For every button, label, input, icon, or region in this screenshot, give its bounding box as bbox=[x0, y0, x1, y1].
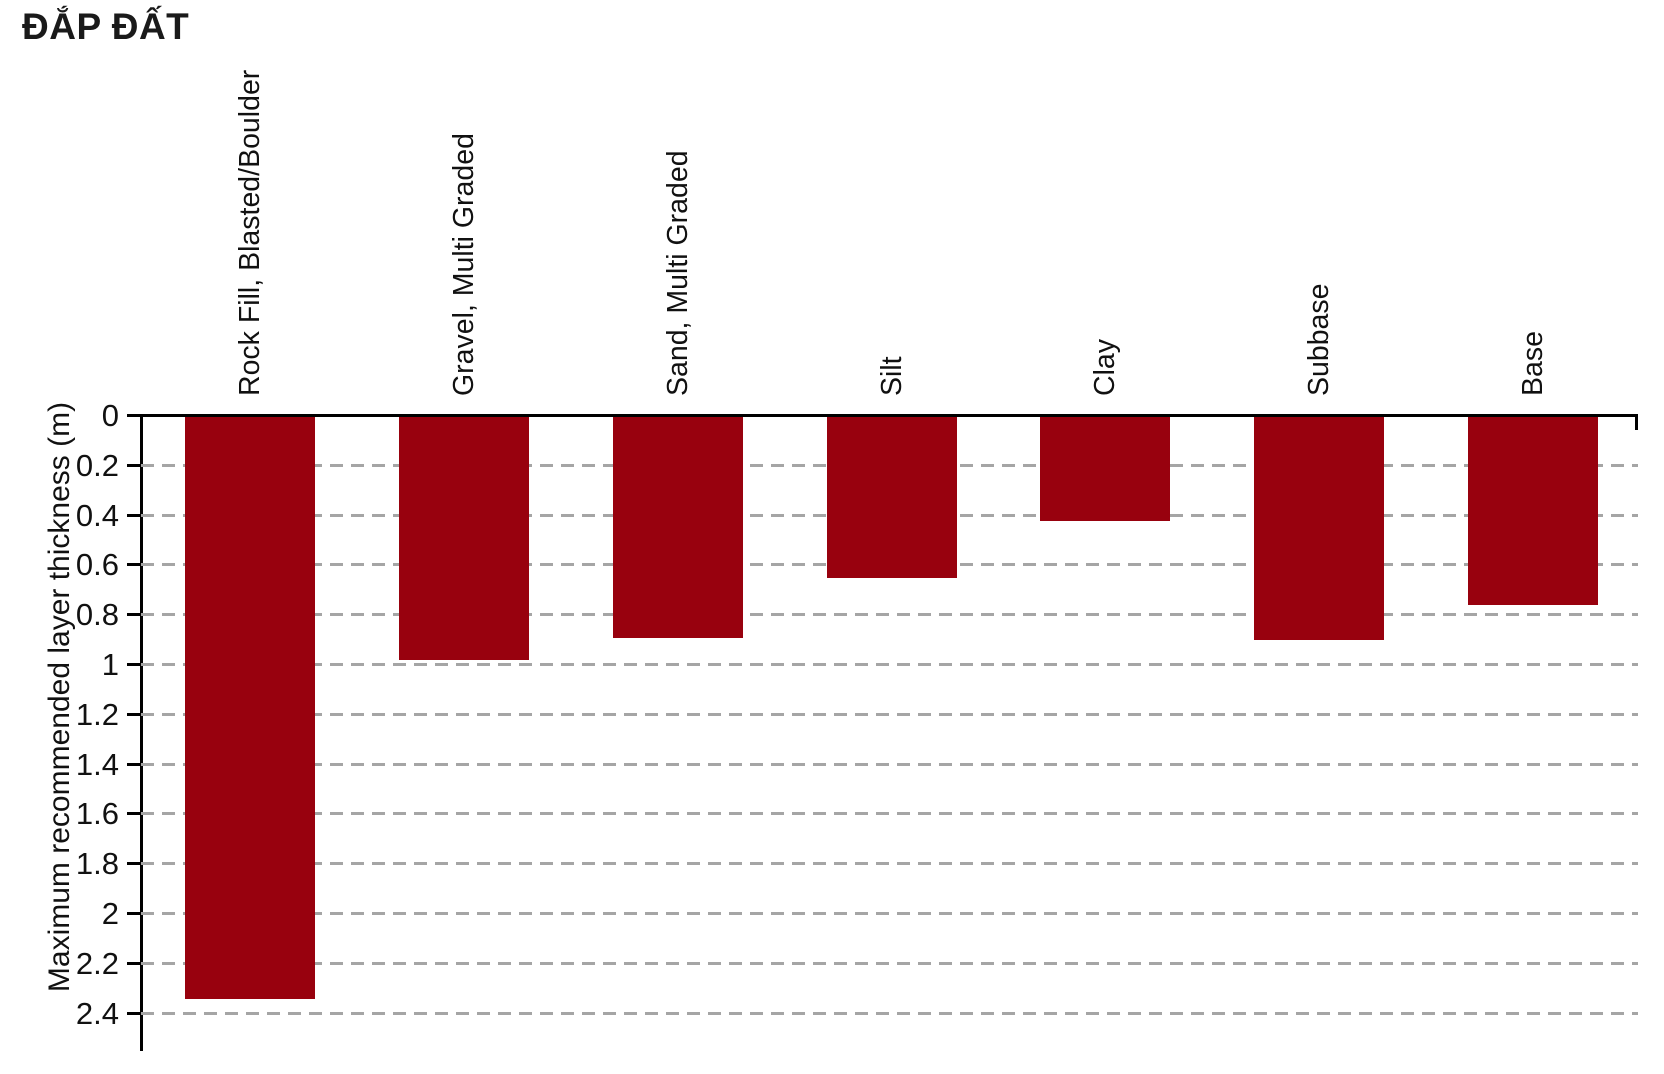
y-tick-label: 1.6 bbox=[75, 796, 119, 831]
y-axis-tick bbox=[127, 563, 141, 566]
y-tick-label: 0.4 bbox=[75, 498, 119, 533]
category-label: Silt bbox=[876, 356, 908, 396]
y-tick-label: 0 bbox=[101, 398, 119, 433]
gridline bbox=[141, 812, 1638, 815]
y-axis-tick bbox=[127, 663, 141, 666]
y-axis-tick bbox=[127, 613, 141, 616]
bar-gravel-multi-graded bbox=[399, 416, 529, 660]
y-axis-tick bbox=[127, 1012, 141, 1015]
bar-clay bbox=[1040, 416, 1170, 521]
category-label: Sand, Multi Graded bbox=[662, 150, 694, 396]
y-axis-tick bbox=[127, 414, 141, 417]
bar-rock-fill-blasted-boulder bbox=[185, 416, 315, 999]
y-tick-label: 0.2 bbox=[75, 448, 119, 483]
y-axis-tick bbox=[127, 713, 141, 716]
y-axis-tick bbox=[127, 812, 141, 815]
y-tick-label: 2.4 bbox=[75, 996, 119, 1031]
category-label: Gravel, Multi Graded bbox=[448, 133, 480, 396]
bar-silt bbox=[827, 416, 957, 578]
y-axis-tick bbox=[127, 862, 141, 865]
y-axis-tick bbox=[127, 912, 141, 915]
gridline bbox=[141, 1012, 1638, 1015]
category-labels: Rock Fill, Blasted/Boulder Gravel, Multi … bbox=[0, 66, 1664, 396]
gridline bbox=[141, 962, 1638, 965]
y-tick-label: 1 bbox=[101, 647, 119, 682]
gridline bbox=[141, 663, 1638, 666]
y-tick-label: 0.6 bbox=[75, 547, 119, 582]
bar-sand-multi-graded bbox=[613, 416, 743, 638]
y-tick-label: 2 bbox=[101, 896, 119, 931]
bar-subbase bbox=[1254, 416, 1384, 640]
gridline bbox=[141, 713, 1638, 716]
gridline bbox=[141, 912, 1638, 915]
y-axis-label: Maximum recommended layer thickness (m) bbox=[43, 401, 76, 993]
chart-title: ĐẮP ĐẤT bbox=[22, 6, 190, 47]
x-axis-zero-line bbox=[127, 414, 1638, 417]
category-label: Subbase bbox=[1303, 283, 1335, 396]
category-label: Rock Fill, Blasted/Boulder bbox=[234, 69, 266, 396]
bar-base bbox=[1468, 416, 1598, 605]
axis-end-tick bbox=[1635, 414, 1638, 430]
y-tick-label: 2.2 bbox=[75, 946, 119, 981]
y-axis-line bbox=[140, 414, 143, 1051]
category-label: Clay bbox=[1089, 338, 1121, 396]
y-axis-tick bbox=[127, 763, 141, 766]
y-tick-label: 1.8 bbox=[75, 846, 119, 881]
y-axis-tick bbox=[127, 464, 141, 467]
gridline bbox=[141, 763, 1638, 766]
y-axis-tick bbox=[127, 962, 141, 965]
category-label: Base bbox=[1517, 331, 1549, 396]
y-axis-tick bbox=[127, 514, 141, 517]
gridline bbox=[141, 862, 1638, 865]
y-tick-label: 0.8 bbox=[75, 597, 119, 632]
y-tick-label: 1.2 bbox=[75, 697, 119, 732]
y-tick-label: 1.4 bbox=[75, 747, 119, 782]
gridline bbox=[141, 613, 1638, 616]
